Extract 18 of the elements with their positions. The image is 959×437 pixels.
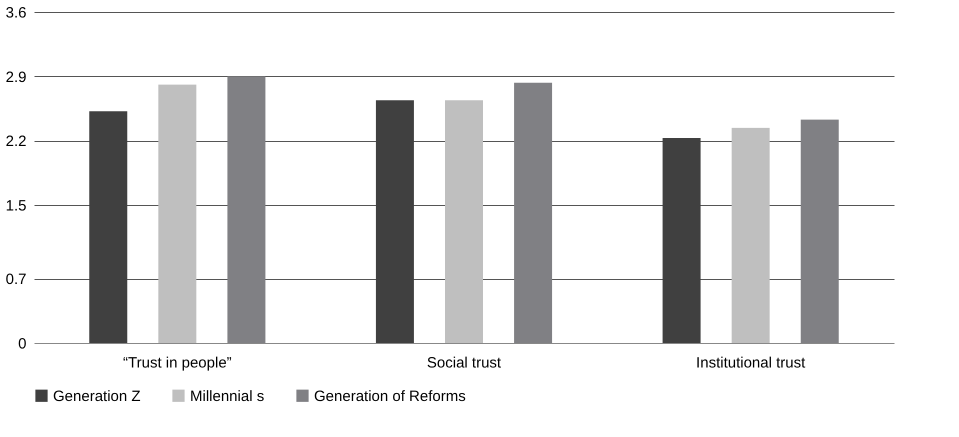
bar — [376, 100, 414, 343]
bar — [732, 128, 770, 343]
y-tick-label: 2.2 — [6, 133, 26, 150]
legend-label: Generation Z — [53, 388, 141, 405]
legend-label: Generation of Reforms — [314, 388, 466, 405]
bar — [89, 111, 128, 343]
x-tick-label: “Trust in people” — [123, 354, 232, 372]
y-tick-label: 1.5 — [6, 198, 26, 215]
y-tick-label: 0 — [18, 336, 26, 352]
y-tick-label: 2.9 — [6, 68, 26, 86]
bar — [445, 100, 483, 343]
legend-label: Millennial s — [190, 388, 264, 405]
x-tick-label: Social trust — [426, 354, 502, 372]
bar — [662, 138, 701, 343]
y-tick-label: 3.6 — [6, 4, 26, 22]
y-tick-label: 0.7 — [6, 271, 26, 288]
bar — [158, 84, 196, 343]
x-tick-label: Institutional trust — [696, 354, 806, 372]
